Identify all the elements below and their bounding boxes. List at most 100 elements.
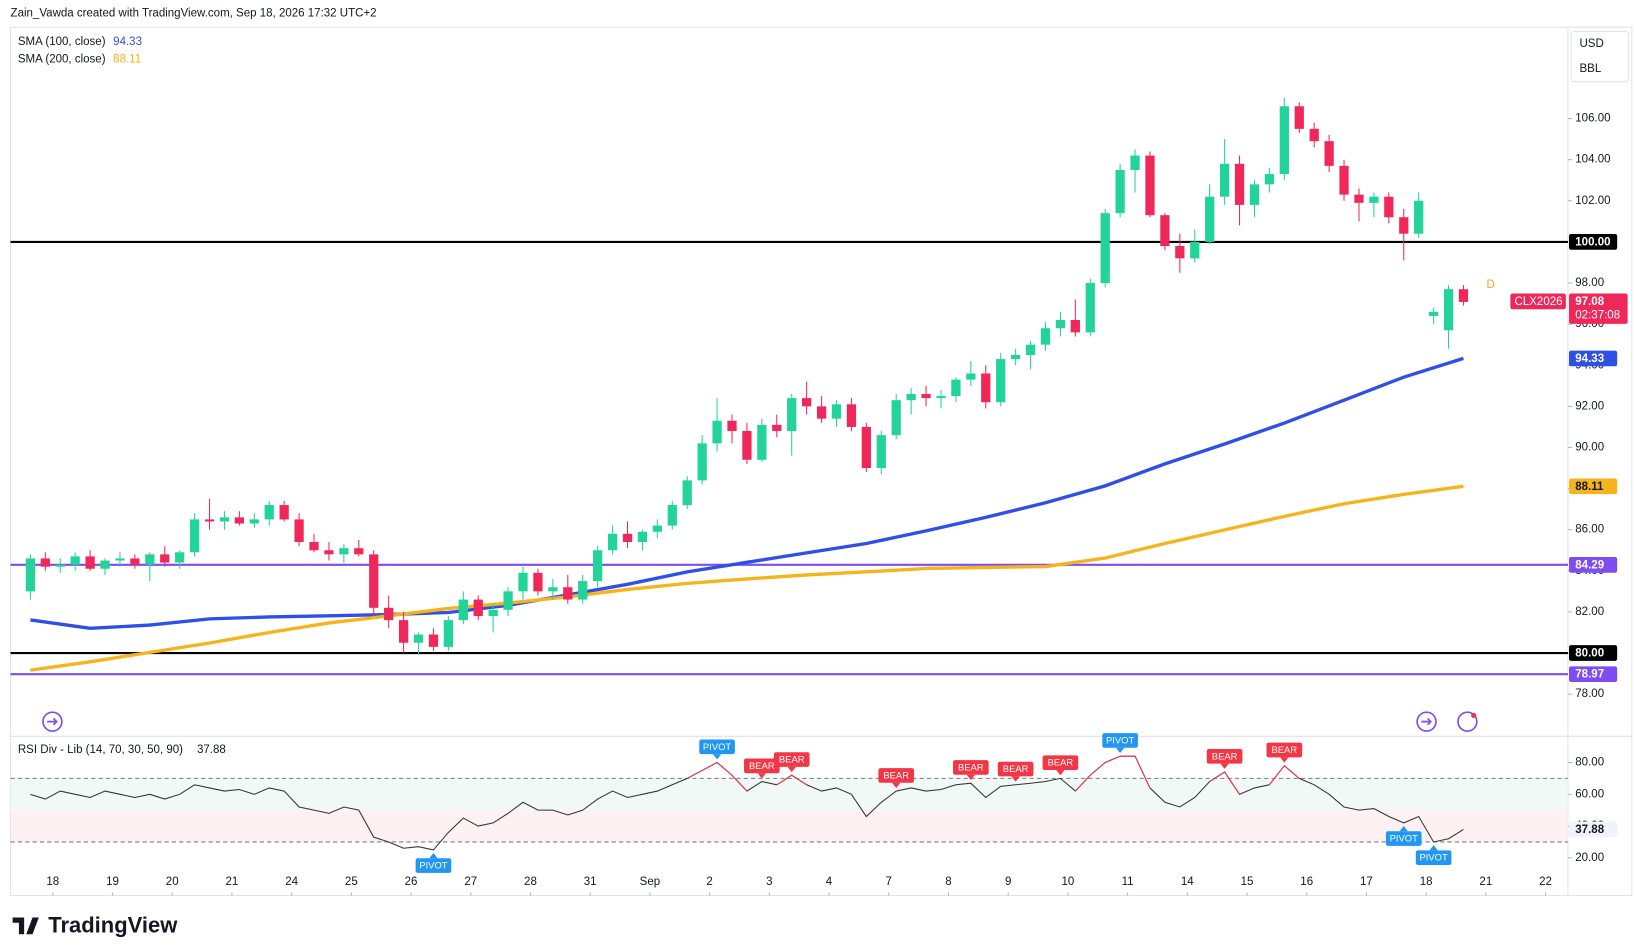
x-tick-label: 20 (166, 876, 179, 888)
candle-body (712, 420, 722, 444)
x-tick-label: 21 (1479, 876, 1492, 888)
sma-tag-box (1569, 350, 1618, 367)
candle-body (1175, 246, 1185, 259)
jump-icon[interactable] (1416, 711, 1437, 732)
last-price: 97.08 (1575, 296, 1604, 308)
rsi-signal-box (1206, 749, 1243, 764)
x-tick-label: 27 (464, 876, 477, 888)
candle-body (1100, 213, 1110, 284)
candle-body (458, 599, 468, 621)
rsi-overbought-segment (686, 770, 703, 779)
candle-body (966, 373, 976, 380)
rsi-signal-pointer (1115, 747, 1125, 754)
symbol: CLX2026 (1515, 296, 1563, 308)
rsi-signal-box (773, 752, 810, 767)
rsi-overbought-segment (1283, 765, 1300, 779)
candle-body (742, 431, 752, 460)
rsi-lower-band (10, 810, 1568, 842)
legend-value: 88.11 (113, 54, 141, 66)
candle-body (772, 424, 782, 432)
rsi-signal-label: BEAR (1003, 763, 1029, 774)
candle-body (876, 435, 886, 469)
candle-body (40, 558, 50, 567)
rsi-signal-label: BEAR (1272, 744, 1298, 755)
rsi-y-tick-label: 20.00 (1575, 852, 1604, 864)
candle-body (160, 554, 170, 563)
hline-tag-box (1569, 556, 1618, 573)
rsi-signal: BEAR (744, 758, 780, 779)
y-tick-label: 92.00 (1575, 400, 1604, 412)
rsi-signal-pointer (1280, 757, 1289, 763)
unit: BBL (1579, 63, 1601, 75)
logo-mark (12, 917, 39, 935)
candle-body (951, 379, 961, 397)
candle-body (1428, 311, 1439, 316)
alert-icon[interactable] (1457, 711, 1478, 732)
candle-body (622, 533, 633, 543)
x-tick-label: 31 (584, 876, 597, 888)
rsi-overbought-segment (776, 774, 792, 786)
icons (42, 711, 1478, 732)
rsi-signal: PIVOT (1415, 845, 1452, 865)
candle-body (518, 572, 528, 592)
candle-body (369, 554, 379, 608)
y-tick-label: 78.00 (1575, 688, 1604, 700)
rsi-signal-pointer (892, 782, 901, 788)
rsi-signal: PIVOT (415, 853, 452, 873)
legend-value: 94.33 (113, 36, 142, 48)
candle-body (637, 531, 648, 543)
rsi-signal-label: BEAR (749, 760, 775, 771)
rsi-title-value: 37.88 (197, 744, 226, 756)
candle-body (936, 396, 946, 399)
logo: TradingView (12, 913, 178, 938)
replay-icon[interactable] (42, 711, 63, 732)
x-tick-label: 2 (706, 876, 712, 888)
candle-body (1458, 289, 1469, 302)
x-tick-label: 26 (405, 876, 418, 888)
y-tick-label: 86.00 (1575, 524, 1604, 536)
rsi-signal-label: BEAR (958, 761, 984, 772)
candle-body (1339, 165, 1349, 195)
candle-body (488, 609, 498, 617)
candle-body (1399, 217, 1409, 234)
x-tick-label: 22 (1539, 876, 1552, 888)
replay-icon-arrow (47, 717, 58, 726)
rsi-signal-label: BEAR (1048, 757, 1074, 768)
candle-body (1055, 320, 1066, 329)
candle-body (921, 394, 931, 399)
candle-body (846, 404, 857, 427)
candle-body (428, 634, 439, 647)
candle-body (607, 533, 618, 551)
alert-dot (1471, 712, 1477, 718)
candle-body (1070, 320, 1080, 333)
x-tick-label: 8 (945, 876, 951, 888)
candle-body (1205, 196, 1215, 242)
hline-tag-box (1569, 234, 1618, 250)
candle-body (25, 558, 36, 592)
candle-body (981, 373, 991, 403)
hline-tag: 78.97 (1575, 669, 1604, 681)
candle-body (652, 525, 662, 532)
rsi-overbought-segment (1089, 762, 1106, 776)
legend-name: SMA (100, close) (18, 36, 106, 48)
rsi-overbought-segment (1104, 755, 1121, 764)
candle-body (1040, 328, 1051, 345)
rsi-signal-box (878, 768, 915, 783)
candle-body (667, 505, 677, 526)
candle-body (1443, 289, 1454, 331)
candle-body (339, 548, 349, 555)
rsi-signal-label: PIVOT (1419, 852, 1447, 863)
candle-body (1354, 194, 1364, 203)
x-tick-label: 18 (1420, 876, 1433, 888)
x-tick-label: 25 (345, 876, 358, 888)
sma-line (30, 356, 1464, 630)
candle-body (473, 599, 483, 617)
rsi-overbought-segment (716, 762, 733, 776)
rsi-signal-box (997, 761, 1034, 777)
candle-body (1190, 241, 1200, 259)
x-tick-label: 18 (46, 876, 59, 888)
y-tick-label: 90.00 (1575, 442, 1604, 454)
candle-body (55, 564, 65, 567)
rsi-signal: PIVOT (699, 739, 735, 760)
